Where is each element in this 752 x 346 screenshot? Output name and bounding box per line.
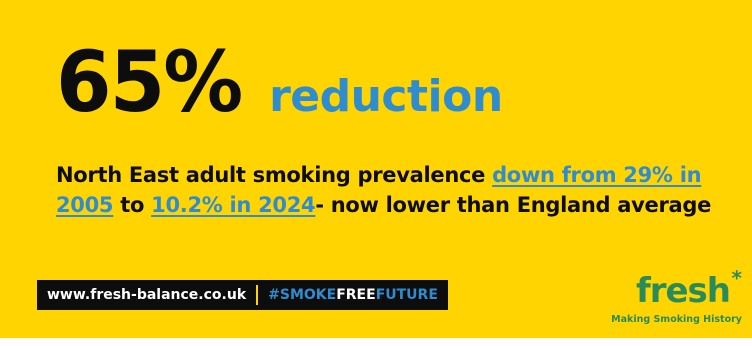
website-link[interactable]: www.fresh-balance.co.uk	[47, 287, 247, 303]
hashtag-link[interactable]: #SMOKE FREE FUTURE	[258, 280, 448, 310]
logo-tagline: Making Smoking History	[611, 314, 742, 325]
headline: 65% reduction	[56, 40, 503, 124]
hashtag-part-smoke: #SMOKE	[268, 287, 337, 303]
infographic-card: 65% reduction North East adult smoking p…	[0, 0, 752, 338]
body-text-part3: - now lower than England average	[315, 193, 712, 217]
body-text-part1: North East adult smoking prevalence	[56, 163, 493, 187]
footer-divider	[256, 285, 259, 305]
hashtag-part-free: FREE	[336, 287, 376, 303]
headline-label: reduction	[269, 71, 503, 122]
headline-stat: 65%	[56, 33, 243, 131]
asterisk-icon: *	[731, 266, 742, 290]
footer-bar: www.fresh-balance.co.uk #SMOKE FREE FUTURE	[37, 280, 448, 310]
link-down-from-2005[interactable]: down from 29% in 2005	[56, 163, 702, 217]
body-text-part2: to	[113, 193, 152, 217]
body-statement: North East adult smoking prevalence down…	[56, 160, 736, 220]
logo-wordmark: fresh	[635, 271, 731, 311]
hashtag-part-future: FUTURE	[375, 287, 438, 303]
link-2024-value[interactable]: 10.2% in 2024	[151, 193, 316, 217]
fresh-logo: fresh * Making Smoking History	[611, 266, 742, 332]
